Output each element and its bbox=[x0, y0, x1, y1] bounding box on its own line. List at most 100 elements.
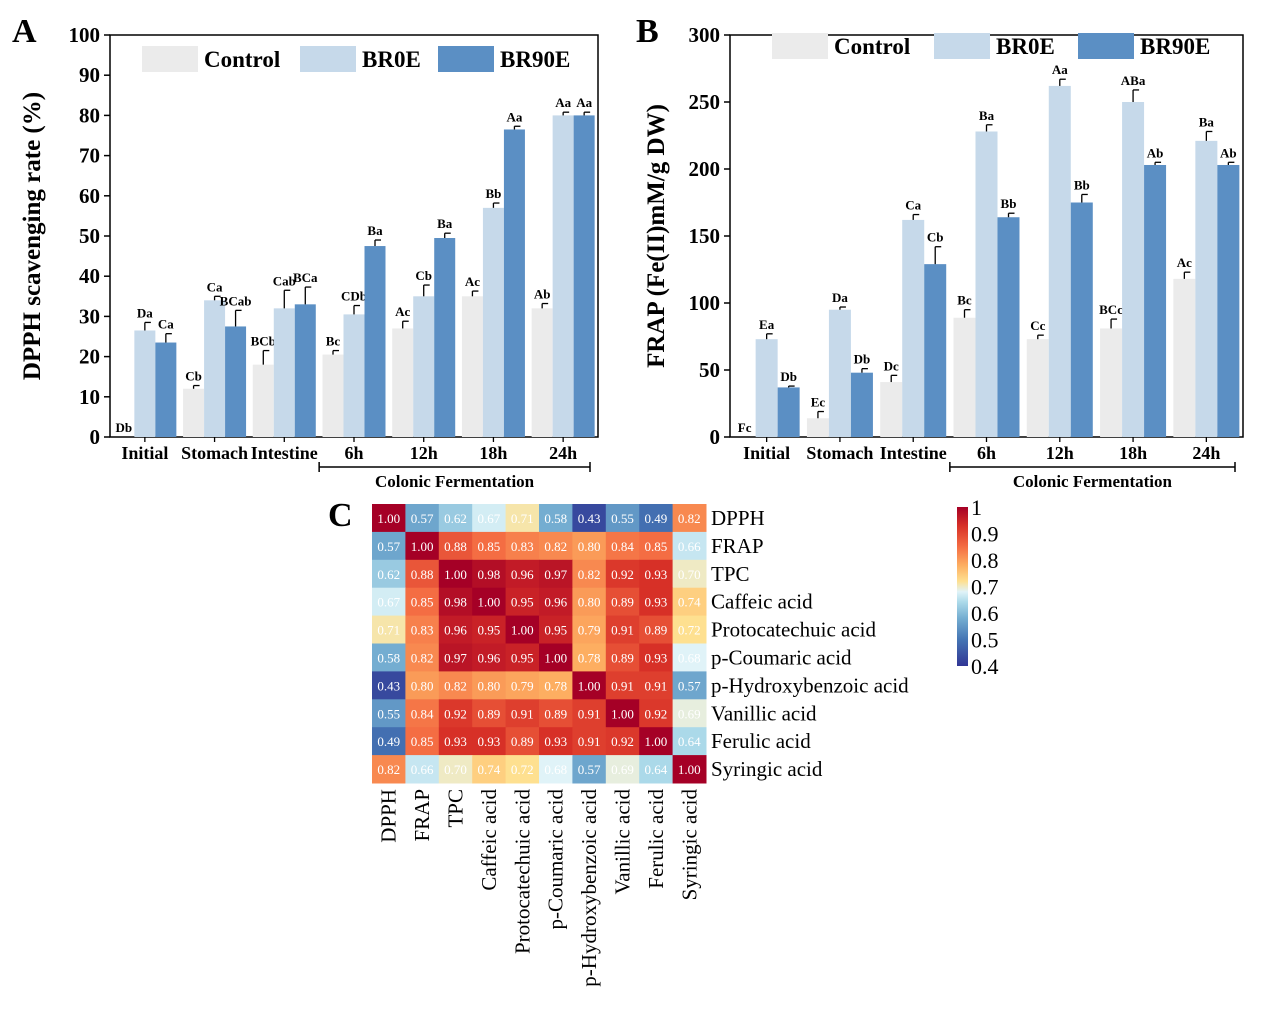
heatmap-cell bbox=[605, 559, 640, 589]
heatmap-cell bbox=[405, 643, 440, 672]
heatmap-cell-value: 0.57 bbox=[411, 511, 434, 526]
y-tick-label: 50 bbox=[79, 224, 100, 248]
significance-label: BCc bbox=[1099, 302, 1123, 317]
heatmap-cell-value: 1.00 bbox=[544, 650, 567, 665]
y-tick-label: 50 bbox=[699, 358, 720, 382]
heatmap-cell bbox=[639, 504, 674, 533]
bar-br0e bbox=[482, 207, 504, 437]
heatmap-cell-value: 0.84 bbox=[411, 706, 434, 721]
significance-label: Cab bbox=[273, 273, 296, 288]
heatmap-cell bbox=[572, 615, 607, 644]
significance-label: Cb bbox=[185, 369, 202, 384]
bar-br90e bbox=[850, 372, 873, 437]
heatmap-cell-value: 0.98 bbox=[444, 595, 467, 610]
heatmap-cell bbox=[505, 755, 540, 784]
heatmap-cell bbox=[472, 615, 507, 644]
heatmap-cell-value: 0.89 bbox=[478, 706, 501, 721]
heatmap-cell bbox=[639, 559, 674, 589]
heatmap-cell bbox=[639, 587, 674, 617]
significance-label: Ca bbox=[158, 317, 174, 332]
bar-br90e bbox=[503, 129, 525, 437]
x-tick-label: 12h bbox=[1046, 443, 1074, 463]
significance-label: Da bbox=[137, 305, 153, 320]
heatmap-cell-value: 0.66 bbox=[411, 762, 434, 777]
heatmap-cell-value: 0.93 bbox=[645, 650, 668, 665]
significance-label: Db bbox=[116, 420, 133, 435]
heatmap-cell-value: 0.64 bbox=[678, 734, 701, 749]
legend-swatch-br90e bbox=[1078, 33, 1134, 59]
heatmap-cell-value: 0.89 bbox=[544, 706, 567, 721]
y-tick-label: 250 bbox=[689, 90, 721, 114]
heatmap-cell-value: 0.80 bbox=[478, 678, 501, 693]
heatmap-cell bbox=[672, 504, 707, 533]
y-tick-label: 90 bbox=[79, 63, 100, 87]
heatmap-cell-value: 1.00 bbox=[377, 511, 400, 526]
heatmap-cell bbox=[605, 643, 640, 672]
panel-a-dpph-chart: 0 10 20 30 40 50 60 70 80 90 100 DPPH scavenging ra… bbox=[19, 23, 599, 491]
heatmap-cell bbox=[639, 755, 674, 784]
significance-label: Dc bbox=[884, 358, 899, 373]
heatmap-cell bbox=[672, 531, 707, 561]
colorbar-tick-label: 0.8 bbox=[971, 548, 999, 573]
bar-br0e bbox=[552, 115, 574, 438]
heatmap-cell-value: 0.82 bbox=[377, 762, 400, 777]
significance-label: Bc bbox=[326, 334, 341, 349]
heatmap-cell bbox=[505, 727, 540, 756]
heatmap-cell-value: 0.68 bbox=[544, 762, 567, 777]
colorbar-tick-label: 0.6 bbox=[971, 601, 999, 626]
significance-label: Aa bbox=[506, 109, 522, 124]
heatmap-cell bbox=[672, 587, 707, 617]
bar-control bbox=[806, 418, 829, 437]
bar-br0e bbox=[755, 339, 778, 437]
significance-label: Aa bbox=[1052, 62, 1068, 77]
heatmap-cell bbox=[372, 531, 406, 561]
heatmap-cell bbox=[472, 504, 507, 533]
bar-br0e bbox=[1048, 85, 1071, 438]
heatmap-cell bbox=[605, 727, 640, 756]
bar-br90e bbox=[997, 217, 1020, 437]
heatmap-cell-value: 0.62 bbox=[444, 511, 467, 526]
heatmap-cell-value: 0.97 bbox=[444, 650, 467, 665]
significance-label: Ab bbox=[534, 287, 551, 302]
y-tick-label: 60 bbox=[79, 184, 100, 208]
significance-label: Ab bbox=[1147, 145, 1164, 160]
heatmap-cell bbox=[472, 755, 507, 784]
heatmap-cell-value: 0.72 bbox=[678, 623, 701, 638]
x-tick-label: Intestine bbox=[880, 443, 947, 463]
y-tick-label: 150 bbox=[689, 224, 721, 248]
heatmap-cell-value: 0.89 bbox=[511, 734, 534, 749]
column-label: p-Coumaric acid bbox=[544, 789, 568, 930]
heatmap-cell bbox=[372, 671, 406, 700]
heatmap-cell bbox=[572, 531, 607, 561]
heatmap-cell bbox=[405, 615, 440, 644]
heatmap-cell bbox=[405, 755, 440, 784]
x-tick-label: 24h bbox=[1192, 443, 1220, 463]
significance-label: Ac bbox=[465, 274, 480, 289]
heatmap-cell-value: 0.67 bbox=[377, 595, 400, 610]
heatmap-cell-value: 0.49 bbox=[377, 734, 400, 749]
heatmap-cell-value: 0.93 bbox=[478, 734, 501, 749]
heatmap-cell bbox=[605, 587, 640, 617]
colorbar bbox=[957, 507, 968, 666]
x-tick-label: 6h bbox=[344, 443, 363, 463]
panel-label-a: A bbox=[12, 13, 37, 50]
heatmap-cell bbox=[505, 643, 540, 672]
bar-control bbox=[252, 364, 274, 437]
heatmap-cell-value: 0.49 bbox=[645, 511, 668, 526]
heatmap-cell-value: 0.82 bbox=[678, 511, 701, 526]
row-label: p-Coumaric acid bbox=[711, 645, 852, 669]
heatmap-cell-value: 1.00 bbox=[478, 595, 501, 610]
colorbar-tick-label: 0.9 bbox=[971, 522, 999, 547]
significance-label: Ec bbox=[811, 395, 826, 410]
heatmap-cell bbox=[605, 615, 640, 644]
heatmap-cell-value: 0.91 bbox=[511, 706, 534, 721]
heatmap-cell bbox=[405, 531, 440, 561]
heatmap-cell-value: 0.79 bbox=[578, 623, 601, 638]
row-label: DPPH bbox=[711, 506, 765, 530]
heatmap-cell-value: 0.91 bbox=[578, 706, 601, 721]
heatmap-cell-value: 0.91 bbox=[611, 678, 634, 693]
significance-label: Db bbox=[780, 369, 797, 384]
heatmap-cell-value: 1.00 bbox=[611, 706, 634, 721]
significance-label: Ea bbox=[759, 317, 775, 332]
row-label: TPC bbox=[711, 562, 750, 586]
